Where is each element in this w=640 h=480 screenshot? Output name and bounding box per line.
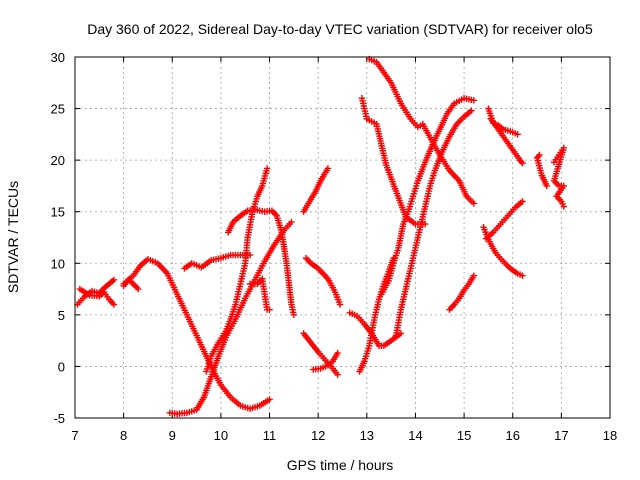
data-point	[514, 131, 521, 138]
x-tick-label: 15	[457, 428, 471, 443]
x-tick-label: 14	[408, 428, 422, 443]
x-tick-label: 13	[360, 428, 374, 443]
data-point	[266, 396, 273, 403]
series-arc-m	[310, 349, 341, 373]
y-tick-label: 5	[58, 308, 65, 323]
data-marks	[74, 55, 567, 418]
data-point	[290, 311, 298, 319]
data-point	[334, 371, 341, 378]
y-tick-label: 15	[51, 205, 65, 220]
data-point	[334, 349, 341, 357]
series-arc-b	[76, 285, 118, 308]
y-tick-label: -5	[53, 411, 65, 426]
y-tick-label: 0	[58, 359, 65, 374]
series-arc-o	[356, 254, 397, 375]
x-tick-label: 8	[120, 428, 127, 443]
x-tick-label: 16	[505, 428, 519, 443]
series-arc-i	[246, 275, 273, 313]
series-arc-j	[300, 165, 332, 215]
x-tick-label: 10	[214, 428, 228, 443]
series-arc-c	[120, 255, 273, 412]
data-point	[288, 218, 295, 226]
data-point	[519, 198, 526, 205]
data-point	[266, 306, 273, 313]
chart-title: Day 360 of 2022, Sidereal Day-to-day VTE…	[87, 21, 593, 37]
data-point	[543, 182, 550, 190]
series-arc-k	[302, 254, 344, 308]
data-point	[110, 276, 118, 283]
series-arc-z	[550, 144, 567, 210]
data-point	[135, 285, 142, 293]
series-arc-p	[358, 95, 429, 228]
series-arc-q	[366, 55, 478, 207]
data-point	[560, 203, 567, 210]
series-arc-y	[533, 151, 550, 190]
y-tick-label: 10	[51, 256, 65, 271]
series-arc-t	[446, 272, 478, 313]
data-point	[519, 160, 526, 167]
series-arc-x	[480, 223, 526, 279]
x-tick-label: 18	[603, 428, 617, 443]
series-arc-w	[482, 198, 526, 242]
series-arc-n	[346, 309, 405, 349]
series-arc-d	[120, 276, 142, 293]
series-arc-s	[392, 107, 475, 339]
data-point	[470, 97, 478, 104]
x-axis-label: GPS time / hours	[287, 457, 394, 473]
data-point	[470, 200, 478, 207]
series-arc-h	[225, 206, 298, 319]
data-point	[110, 301, 118, 308]
y-tick-label: 30	[51, 50, 65, 65]
data-point	[470, 272, 478, 279]
x-tick-label: 7	[71, 428, 78, 443]
data-point	[468, 107, 475, 114]
x-tick-label: 17	[554, 428, 568, 443]
x-tick-label: 12	[311, 428, 325, 443]
y-axis-label: SDTVAR / TECUs	[5, 181, 21, 293]
data-point	[263, 165, 271, 172]
series-arc-r	[378, 95, 478, 298]
series-arc-g	[203, 165, 271, 375]
series-arc-v	[487, 115, 526, 167]
grid	[75, 57, 610, 418]
x-tick-label: 11	[263, 428, 277, 443]
plot-frame	[74, 56, 611, 419]
y-tick-label: 20	[51, 153, 65, 168]
x-tick-label: 9	[169, 428, 176, 443]
data-point	[324, 165, 332, 172]
axis-ticks: 7 8 9 10 11 12 13 14 15 16 17 18 -5 0 5 10 15 20 25 30	[51, 50, 618, 443]
data-point	[336, 301, 344, 308]
series-arc-e	[166, 218, 295, 418]
series-arc-f	[181, 251, 254, 272]
data-point	[519, 272, 526, 279]
y-tick-label: 25	[51, 102, 65, 117]
